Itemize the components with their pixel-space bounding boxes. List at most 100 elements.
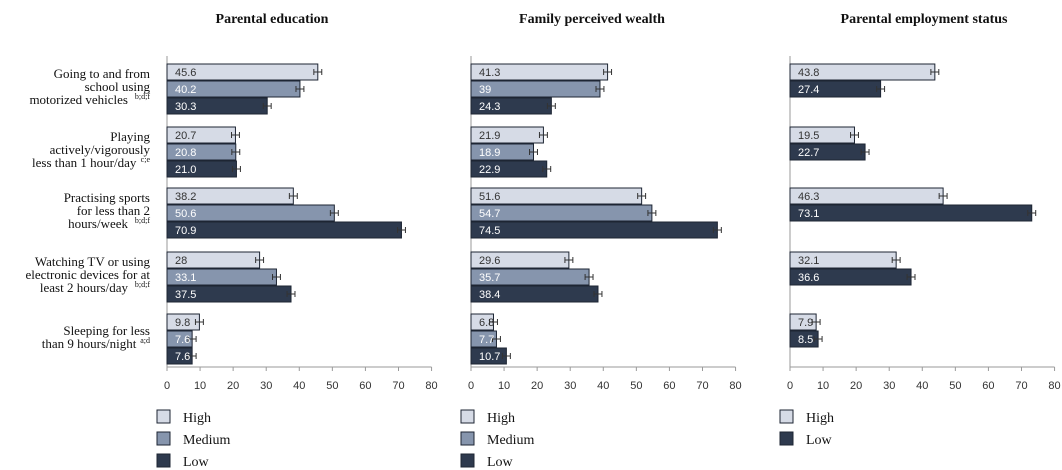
x-tick-label: 30 — [260, 380, 272, 392]
data-label: 22.9 — [479, 164, 500, 176]
data-label: 10.7 — [479, 351, 500, 363]
data-label: 73.1 — [798, 208, 819, 220]
panel-title: Family perceived wealth — [519, 12, 665, 27]
legend-swatch — [460, 409, 475, 424]
panel-parental-education: Parental education 0 10 20 30 40 50 60 70 80 45.6 4… — [156, 12, 438, 470]
category-label-line: actively/vigorously — [50, 142, 151, 157]
bar — [789, 204, 1033, 222]
data-label: 21.0 — [175, 164, 196, 176]
category-label-line: Playing — [110, 129, 150, 144]
category-footnote: c;e — [141, 155, 151, 164]
data-label: 8.5 — [798, 334, 813, 346]
data-label: 9.8 — [175, 317, 190, 329]
legend-label: Medium — [183, 433, 231, 448]
category-label-line: Watching TV or using — [35, 254, 151, 269]
category-label-line: school using — [85, 79, 151, 94]
x-tick-label: 60 — [663, 380, 675, 392]
bar — [470, 221, 718, 239]
category-label-line: motorized vehicles — [29, 92, 128, 107]
legend-label: High — [487, 411, 515, 426]
category-label-line: less than 1 hour/day — [32, 155, 137, 170]
x-tick-label: 40 — [916, 380, 928, 392]
data-label: 32.1 — [798, 255, 819, 267]
legend-swatch — [779, 409, 794, 424]
data-label: 36.6 — [798, 272, 819, 284]
legend-label: Medium — [487, 433, 535, 448]
category-label-line: for less than 2 — [77, 203, 150, 218]
data-label: 38.4 — [479, 289, 500, 301]
bar — [166, 221, 402, 239]
data-label: 29.6 — [479, 255, 500, 267]
data-label: 20.8 — [175, 147, 196, 159]
x-tick-label: 20 — [850, 380, 862, 392]
data-label: 74.5 — [479, 225, 500, 237]
x-tick-label: 30 — [564, 380, 576, 392]
data-label: 40.2 — [175, 84, 196, 96]
data-label: 7.6 — [175, 334, 190, 346]
panel-title: Parental education — [216, 12, 329, 27]
category-label-line: Practising sports — [64, 190, 150, 205]
data-label: 45.6 — [175, 67, 196, 79]
panel-parental-employment-status: Parental employment status 0 10 20 30 40 50 60 7… — [779, 12, 1061, 448]
x-tick-label: 80 — [425, 380, 437, 392]
x-tick-label: 10 — [194, 380, 206, 392]
data-label: 7.7 — [479, 334, 494, 346]
category-footnote: b;d;f — [135, 280, 150, 289]
x-tick-label: 0 — [164, 380, 170, 392]
x-tick-label: 0 — [787, 380, 793, 392]
x-tick-label: 50 — [630, 380, 642, 392]
x-tick-label: 60 — [359, 380, 371, 392]
category-footnote: b;d;f — [135, 92, 150, 101]
category-footnote: b;d;f — [135, 216, 150, 225]
data-label: 20.7 — [175, 130, 196, 142]
x-tick-label: 70 — [1015, 380, 1027, 392]
x-tick-label: 80 — [1048, 380, 1060, 392]
category-label-line: hours/week — [68, 216, 128, 231]
category-label-line: Going to and from — [54, 66, 150, 81]
legend-label: Low — [183, 455, 210, 470]
x-tick-label: 20 — [227, 380, 239, 392]
data-label: 43.8 — [798, 67, 819, 79]
category-footnote: a;d — [140, 336, 150, 345]
x-tick-label: 10 — [498, 380, 510, 392]
x-tick-label: 40 — [597, 380, 609, 392]
legend-label: Low — [487, 455, 514, 470]
data-label: 22.7 — [798, 147, 819, 159]
legend-label: High — [806, 411, 834, 426]
x-tick-label: 50 — [949, 380, 961, 392]
panel-family-perceived-wealth: Family perceived wealth 0 10 20 30 40 50 60 70 80… — [460, 12, 742, 470]
data-label: 46.3 — [798, 191, 819, 203]
data-label: 50.6 — [175, 208, 196, 220]
legend-swatch — [779, 431, 794, 446]
x-tick-label: 60 — [982, 380, 994, 392]
data-label: 21.9 — [479, 130, 500, 142]
data-label: 37.5 — [175, 289, 196, 301]
legend-swatch — [156, 431, 171, 446]
data-label: 24.3 — [479, 101, 500, 113]
legend-label: Low — [806, 433, 833, 448]
category-label-line: Sleeping for less — [63, 323, 150, 338]
x-tick-label: 20 — [531, 380, 543, 392]
data-label: 18.9 — [479, 147, 500, 159]
legend-label: High — [183, 411, 211, 426]
data-label: 27.4 — [798, 84, 819, 96]
legend-swatch — [156, 453, 171, 468]
data-label: 70.9 — [175, 225, 196, 237]
x-tick-label: 80 — [729, 380, 741, 392]
data-label: 39 — [479, 84, 491, 96]
data-label: 6.8 — [479, 317, 494, 329]
data-label: 35.7 — [479, 272, 500, 284]
category-label-line: than 9 hours/night — [42, 336, 137, 351]
data-label: 33.1 — [175, 272, 196, 284]
x-tick-label: 30 — [883, 380, 895, 392]
data-label: 54.7 — [479, 208, 500, 220]
data-label: 38.2 — [175, 191, 196, 203]
data-label: 7.6 — [175, 351, 190, 363]
data-label: 51.6 — [479, 191, 500, 203]
x-tick-label: 70 — [696, 380, 708, 392]
x-tick-label: 0 — [468, 380, 474, 392]
data-label: 19.5 — [798, 130, 819, 142]
legend-swatch — [460, 431, 475, 446]
data-label: 28 — [175, 255, 187, 267]
